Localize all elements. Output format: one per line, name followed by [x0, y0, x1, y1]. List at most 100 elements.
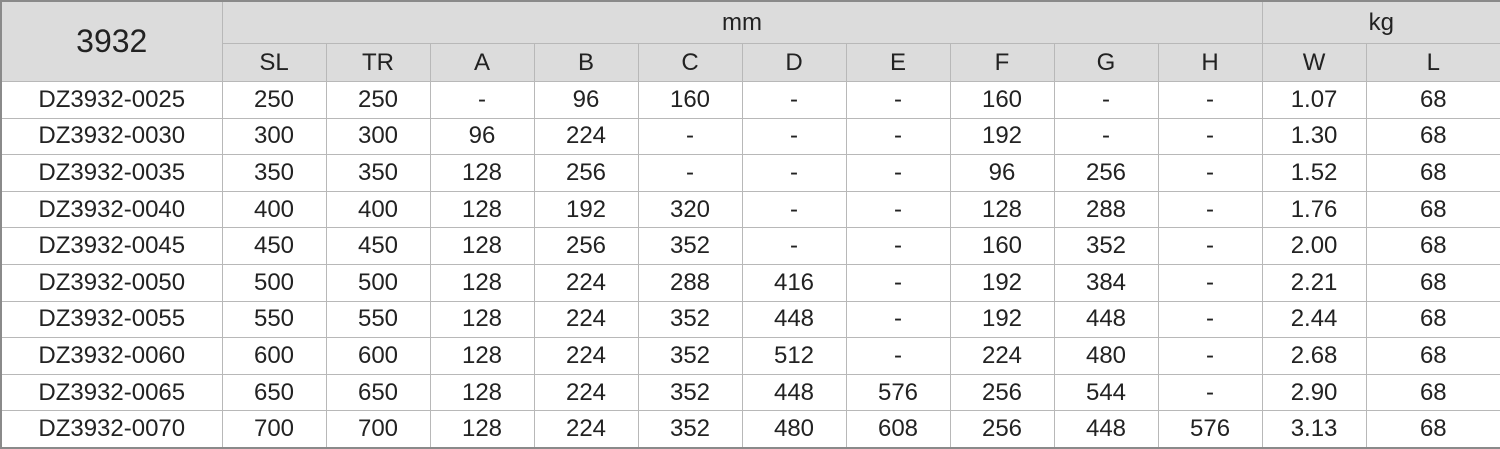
value-cell: - [1157, 300, 1263, 339]
value-cell: - [845, 263, 951, 302]
column-header-a: A [429, 43, 535, 82]
value-cell: 448 [741, 300, 847, 339]
model-cell: DZ3932-0070 [0, 410, 223, 449]
value-cell: 550 [221, 300, 327, 339]
value-cell: 448 [1053, 410, 1159, 449]
value-cell: 350 [325, 154, 431, 192]
value-cell: 1.52 [1261, 154, 1367, 192]
value-cell: - [429, 81, 535, 119]
value-cell: 400 [221, 190, 327, 229]
value-cell: - [1157, 263, 1263, 302]
value-cell: 608 [845, 410, 951, 449]
value-cell: 256 [949, 373, 1055, 412]
value-cell: 224 [533, 300, 639, 339]
value-cell: 128 [429, 154, 535, 192]
model-cell: DZ3932-0050 [0, 263, 223, 302]
value-cell: 350 [221, 154, 327, 192]
value-cell: - [845, 227, 951, 265]
value-cell: 128 [429, 263, 535, 302]
table-row: DZ3932-0060 600 600 128 224 352 512-224 480-2.6… [0, 337, 1500, 375]
value-cell: 224 [533, 337, 639, 375]
value-cell: 224 [533, 410, 639, 449]
value-cell: 600 [325, 337, 431, 375]
value-cell: 224 [533, 373, 639, 412]
value-cell: 224 [949, 337, 1055, 375]
value-cell: 320 [637, 190, 743, 229]
value-cell: 450 [221, 227, 327, 265]
value-cell: 68 [1365, 117, 1500, 156]
value-cell: 500 [221, 263, 327, 302]
value-cell: 288 [637, 263, 743, 302]
value-cell: - [1053, 117, 1159, 156]
value-cell: 250 [325, 81, 431, 119]
table-row: DZ3932-0045 450 450 128 256 352- -160 352-2.00 6… [0, 227, 1500, 265]
column-header-g: G [1053, 43, 1159, 82]
value-cell: 352 [637, 300, 743, 339]
value-cell: 128 [429, 300, 535, 339]
value-cell: - [845, 154, 951, 192]
value-cell: 448 [741, 373, 847, 412]
value-cell: - [1157, 154, 1263, 192]
table-row: DZ3932-0030 300 300 96 224- - -192- -1.30 68 [0, 117, 1500, 156]
group-header-mm: mm [221, 0, 1263, 44]
value-cell: 352 [637, 227, 743, 265]
value-cell: 192 [949, 300, 1055, 339]
value-cell: 1.76 [1261, 190, 1367, 229]
value-cell: - [1157, 117, 1263, 156]
value-cell: 480 [1053, 337, 1159, 375]
value-cell: 2.68 [1261, 337, 1367, 375]
value-cell: - [637, 117, 743, 156]
value-cell: - [1053, 81, 1159, 119]
value-cell: 256 [533, 227, 639, 265]
value-cell: 68 [1365, 263, 1500, 302]
value-cell: 416 [741, 263, 847, 302]
value-cell: 224 [533, 117, 639, 156]
value-cell: - [845, 117, 951, 156]
value-cell: 250 [221, 81, 327, 119]
model-cell: DZ3932-0055 [0, 300, 223, 339]
table-row: DZ3932-0050 500 500 128 224 288 416-192 384-2.2… [0, 263, 1500, 302]
value-cell: 128 [429, 410, 535, 449]
value-cell: - [741, 227, 847, 265]
value-cell: 576 [1157, 410, 1263, 449]
value-cell: 128 [429, 227, 535, 265]
value-cell: 512 [741, 337, 847, 375]
column-header-sl: SL [221, 43, 327, 82]
value-cell: 96 [533, 81, 639, 119]
value-cell: 96 [949, 154, 1055, 192]
value-cell: 700 [325, 410, 431, 449]
value-cell: 700 [221, 410, 327, 449]
value-cell: - [845, 190, 951, 229]
value-cell: 68 [1365, 410, 1500, 449]
value-cell: - [741, 154, 847, 192]
value-cell: 384 [1053, 263, 1159, 302]
value-cell: 256 [949, 410, 1055, 449]
model-cell: DZ3932-0035 [0, 154, 223, 192]
column-header-c: C [637, 43, 743, 82]
value-cell: - [845, 300, 951, 339]
column-header-l: L [1365, 43, 1500, 82]
table-row: DZ3932-0070 700 700 128 224 352 480 608 256 448 57… [0, 410, 1500, 449]
table-row: DZ3932-0035 350 350 128 256- - -96 256-1.52 68 [0, 154, 1500, 192]
value-cell: 2.21 [1261, 263, 1367, 302]
value-cell: 2.90 [1261, 373, 1367, 412]
value-cell: 3.13 [1261, 410, 1367, 449]
value-cell: 160 [949, 81, 1055, 119]
value-cell: 288 [1053, 190, 1159, 229]
value-cell: 1.30 [1261, 117, 1367, 156]
value-cell: 544 [1053, 373, 1159, 412]
column-header-h: H [1157, 43, 1263, 82]
value-cell: 256 [1053, 154, 1159, 192]
value-cell: 68 [1365, 154, 1500, 192]
value-cell: 192 [533, 190, 639, 229]
group-header-kg: kg [1261, 0, 1500, 44]
value-cell: 500 [325, 263, 431, 302]
column-header-e: E [845, 43, 951, 82]
value-cell: 128 [429, 337, 535, 375]
model-cell: DZ3932-0025 [0, 81, 223, 119]
value-cell: - [637, 154, 743, 192]
model-cell: DZ3932-0065 [0, 373, 223, 412]
column-header-tr: TR [325, 43, 431, 82]
column-header-d: D [741, 43, 847, 82]
value-cell: 1.07 [1261, 81, 1367, 119]
